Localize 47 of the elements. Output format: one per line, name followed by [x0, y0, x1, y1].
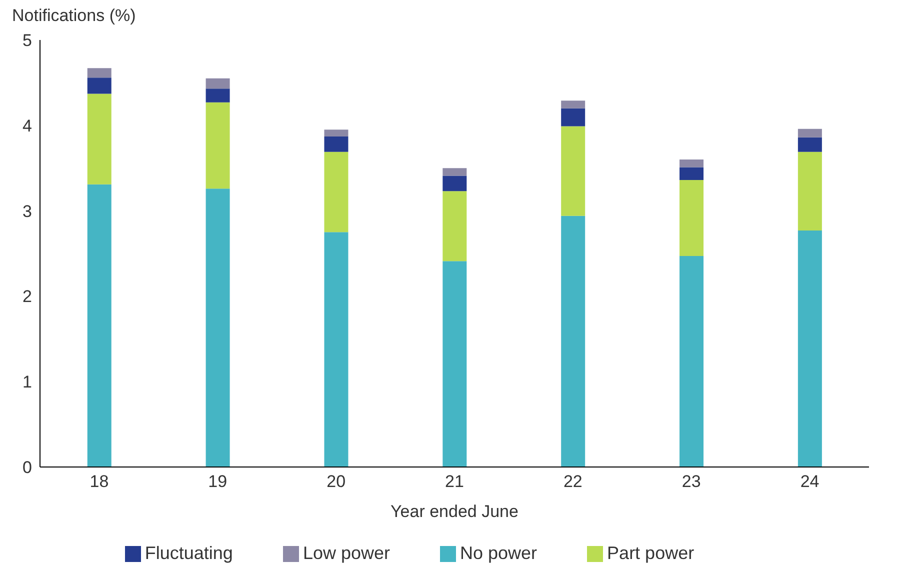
x-tick-label: 24 [800, 472, 820, 492]
y-tick-label: 0 [22, 458, 32, 478]
x-tick-label: 20 [326, 472, 346, 492]
x-tick-label: 21 [445, 472, 464, 492]
bar [324, 232, 348, 467]
bar [87, 78, 112, 94]
bar [680, 160, 704, 168]
x-tick-label: 18 [90, 472, 109, 492]
bar [324, 130, 348, 136]
bar [442, 261, 467, 467]
x-tick-label: 19 [208, 472, 228, 492]
y-tick-label: 4 [22, 116, 32, 136]
bar [680, 256, 704, 467]
bar [442, 168, 467, 176]
x-tick-label: 22 [563, 472, 582, 492]
bar [798, 152, 822, 230]
bar [680, 167, 704, 180]
legend-label: Low power [302, 543, 390, 563]
bar [680, 180, 704, 256]
bar [442, 176, 467, 192]
y-tick-label: 5 [22, 31, 32, 50]
bar [561, 216, 586, 467]
y-tick-label: 1 [22, 372, 32, 392]
y-tick-label: 2 [22, 287, 32, 306]
x-axis-title: Year ended June [390, 502, 518, 522]
x-tick-label: 23 [682, 472, 701, 492]
bar [561, 108, 586, 126]
bar [87, 68, 112, 78]
bar [87, 184, 112, 467]
bar [206, 78, 230, 89]
legend-label: No power [460, 543, 538, 563]
bar [561, 126, 586, 216]
bar [206, 102, 230, 189]
y-axis-title: Notifications (%) [12, 6, 136, 26]
legend-label: Part power [607, 543, 694, 563]
legend-label: Fluctuating [144, 543, 233, 563]
bar [324, 152, 348, 232]
bar [561, 100, 586, 108]
bar [324, 136, 348, 152]
bar [206, 88, 230, 102]
bar [798, 137, 822, 152]
y-tick-label: 3 [22, 202, 32, 221]
bar [798, 128, 822, 138]
bar [87, 94, 112, 184]
bar [206, 188, 230, 467]
bar [798, 230, 822, 467]
bar [442, 191, 467, 262]
